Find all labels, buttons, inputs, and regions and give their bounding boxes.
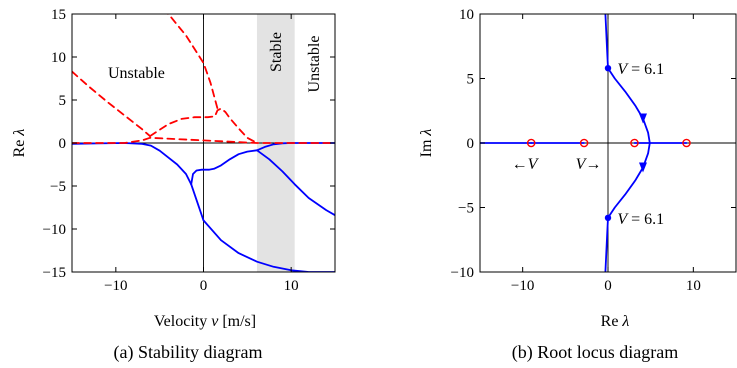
y-tick-label: 0 <box>59 136 67 152</box>
x-tick-label: 10 <box>686 278 701 294</box>
y-tick-label: −10 <box>43 222 66 238</box>
rootlocus-caption: (b) Root locus diagram <box>512 342 678 363</box>
y-tick-label: 10 <box>459 7 474 23</box>
series-line-3 <box>256 149 335 217</box>
stability-xlabel: Velocity v [m/s] <box>154 313 256 330</box>
stability-xlabel-unit: [m/s] <box>222 313 256 330</box>
series-line-4 <box>72 70 151 138</box>
stability-xlabel-var: v <box>211 313 219 330</box>
crossing-annotation: V = 6.1 <box>617 61 664 78</box>
open-loop-pole-marker <box>630 138 639 148</box>
x-tick-label: 0 <box>604 278 612 294</box>
region-label-stable: Stable <box>268 32 285 72</box>
plot-area <box>72 14 335 272</box>
y-tick-label: −5 <box>50 179 66 195</box>
y-tick-label: −5 <box>458 201 474 217</box>
y-tick-label: 10 <box>51 50 66 66</box>
x-tick-label: −10 <box>511 278 534 294</box>
series-line-5 <box>149 107 258 144</box>
series-line-0 <box>72 142 193 186</box>
y-tick-label: −10 <box>451 265 474 281</box>
y-tick-label: 5 <box>467 72 475 88</box>
rootlocus-xlabel-var: λ <box>621 313 629 330</box>
stability-diagram-panel: −10 0 10 −15 −10 −5 0 5 10 15 Unstable Stable Unstab… <box>43 7 336 294</box>
y-tick-label: 15 <box>51 7 66 23</box>
annotation-value: = 6.1 <box>627 211 664 228</box>
annotation-var: V <box>617 211 629 228</box>
stability-ylabel: Re λ <box>11 129 28 158</box>
direction-arrow <box>638 113 647 124</box>
series-line-7 <box>72 136 335 144</box>
arrow-label-right: V→ <box>576 156 602 173</box>
annotation-value: = 6.1 <box>627 61 664 78</box>
stability-xlabel-text: Velocity <box>154 313 207 330</box>
crossing-annotation: V = 6.1 <box>617 211 664 228</box>
rootlocus-ylabel: Im λ <box>418 129 435 158</box>
plot-area <box>480 14 736 272</box>
stability-caption: (a) Stability diagram <box>114 342 263 363</box>
series-line-6 <box>166 14 219 110</box>
x-tick-label: 10 <box>284 278 299 294</box>
rootlocus-xlabel: Re λ <box>601 313 630 330</box>
x-tick-label: −10 <box>104 278 127 294</box>
series-line-2 <box>190 183 335 272</box>
region-label-unstable-right: Unstable <box>306 36 323 93</box>
stability-ylabel-var: λ <box>11 129 28 137</box>
rootlocus-xlabel-text: Re <box>601 313 619 330</box>
rootlocus-ylabel-text: Im <box>418 139 435 157</box>
open-loop-pole-marker <box>526 138 536 148</box>
open-loop-pole-marker <box>579 138 589 148</box>
direction-arrow <box>638 162 647 173</box>
y-tick-label: 0 <box>467 136 475 152</box>
crossing-point-dot <box>604 64 612 72</box>
stability-ylabel-text: Re <box>11 140 28 158</box>
x-tick-label: 0 <box>200 278 208 294</box>
region-label-unstable-left: Unstable <box>108 65 165 82</box>
y-tick-label: −15 <box>43 265 66 281</box>
arrow-label-left: ←V <box>512 156 540 173</box>
y-tick-label: 5 <box>59 93 67 109</box>
crossing-point-dot <box>604 214 612 222</box>
annotation-var: V <box>617 61 629 78</box>
open-loop-pole-marker <box>682 138 691 148</box>
rootlocus-ylabel-var: λ <box>418 129 435 137</box>
